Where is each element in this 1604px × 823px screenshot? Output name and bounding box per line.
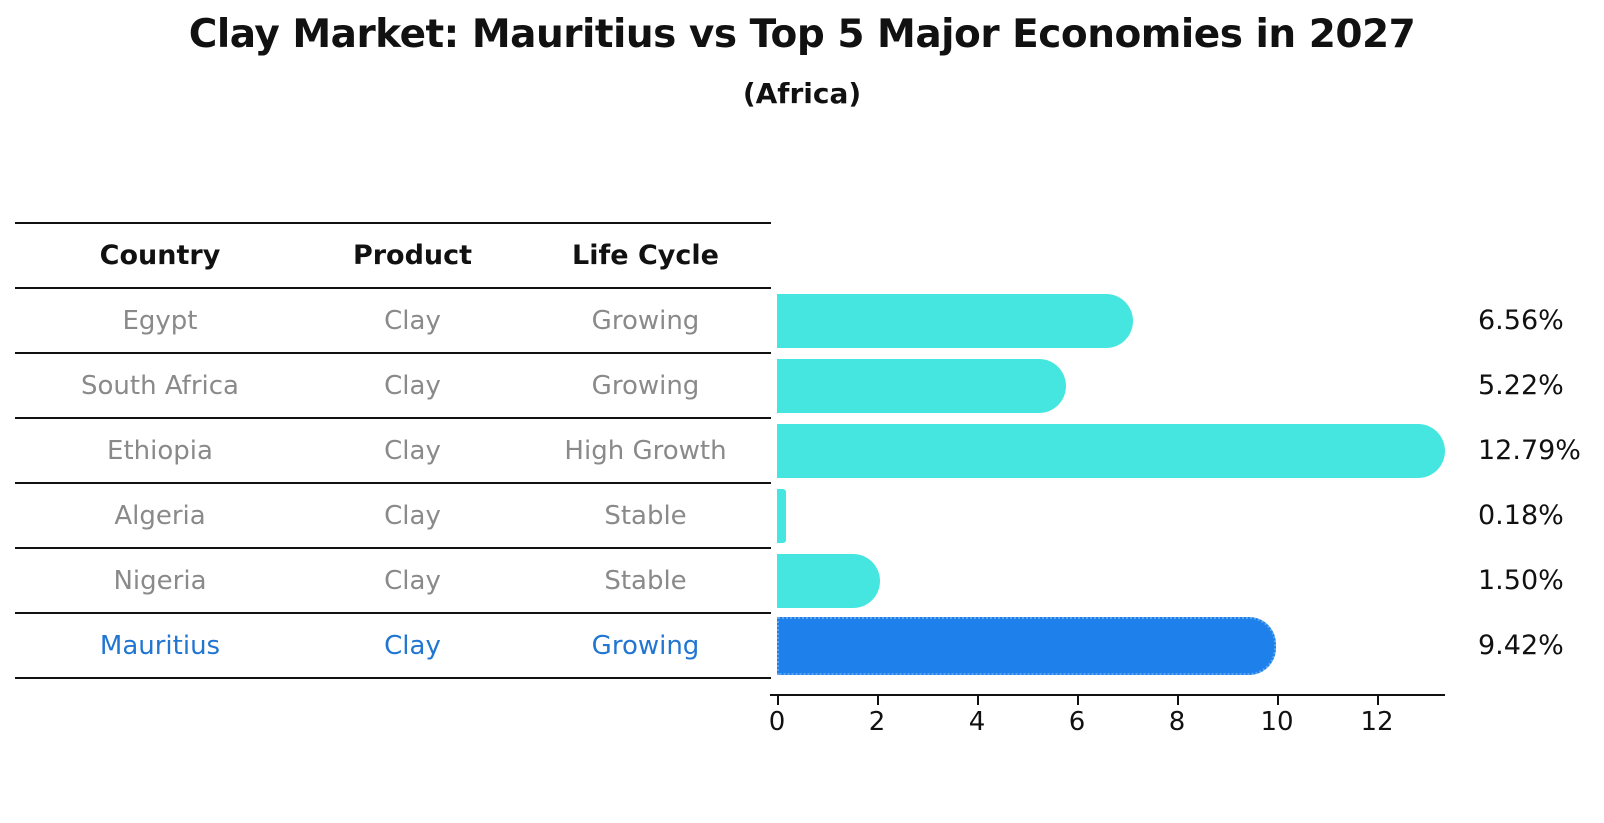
x-axis-line — [770, 694, 1445, 696]
x-tick — [1377, 696, 1379, 705]
bar — [777, 553, 880, 608]
bar-value-label: 9.42% — [1478, 629, 1564, 661]
bar-value-label: 5.22% — [1478, 369, 1564, 401]
table-row: Mauritius Clay Growing — [15, 614, 771, 679]
x-tick-label: 12 — [1360, 707, 1394, 737]
bar-value-label: 0.18% — [1478, 499, 1564, 531]
product-cell: Clay — [384, 370, 441, 401]
bar-value-label: 12.79% — [1478, 434, 1581, 466]
header-life-cycle: Life Cycle — [572, 240, 719, 271]
chart-title: Clay Market: Mauritius vs Top 5 Major Ec… — [188, 12, 1416, 57]
country-cell: Algeria — [114, 500, 206, 531]
product-cell: Clay — [384, 500, 441, 531]
x-tick-label: 8 — [1168, 707, 1186, 737]
table-row: Nigeria Clay Stable — [15, 549, 771, 614]
x-tick — [1077, 696, 1079, 705]
bar-value-label: 1.50% — [1478, 564, 1564, 596]
x-tick-label: 6 — [1068, 707, 1086, 737]
x-tick — [977, 696, 979, 705]
table-row: Ethiopia Clay High Growth — [15, 419, 771, 484]
product-cell: Clay — [384, 435, 441, 466]
country-cell: Ethiopia — [107, 435, 213, 466]
table-row: Egypt Clay Growing — [15, 289, 771, 354]
x-tick-label: 4 — [968, 707, 986, 737]
table-row: Algeria Clay Stable — [15, 484, 771, 549]
bar — [777, 358, 1066, 413]
x-tick — [1177, 696, 1179, 705]
x-tick-label: 0 — [768, 707, 786, 737]
lifecycle-cell: Growing — [591, 630, 700, 661]
header-country: Country — [99, 240, 221, 271]
product-cell: Clay — [384, 305, 441, 336]
chart-subtitle: (Africa) — [742, 77, 862, 110]
lifecycle-cell: High Growth — [564, 435, 727, 466]
bar — [777, 423, 1445, 478]
bar — [777, 293, 1133, 348]
bar — [777, 488, 786, 543]
header-product: Product — [352, 240, 473, 271]
country-cell: Nigeria — [113, 565, 207, 596]
lifecycle-cell: Stable — [604, 500, 687, 531]
x-tick — [1277, 696, 1279, 705]
country-cell: Egypt — [122, 305, 198, 336]
lifecycle-cell: Stable — [604, 565, 687, 596]
bar-value-label: 6.56% — [1478, 304, 1564, 336]
country-cell: South Africa — [81, 370, 239, 401]
x-tick — [877, 696, 879, 705]
bar-highlight — [777, 616, 1276, 675]
x-tick-label: 10 — [1260, 707, 1294, 737]
x-tick — [777, 696, 779, 705]
lifecycle-cell: Growing — [591, 305, 700, 336]
x-tick-label: 2 — [868, 707, 886, 737]
table-body: Egypt Clay Growing South Africa Clay Growing E… — [15, 289, 771, 679]
lifecycle-cell: Growing — [591, 370, 700, 401]
country-table: Country Product Life Cycle Egypt Clay Grow… — [15, 222, 771, 679]
table-row: South Africa Clay Growing — [15, 354, 771, 419]
product-cell: Clay — [384, 630, 441, 661]
table-header-row: Country Product Life Cycle — [15, 224, 771, 289]
country-cell: Mauritius — [99, 630, 221, 661]
product-cell: Clay — [384, 565, 441, 596]
